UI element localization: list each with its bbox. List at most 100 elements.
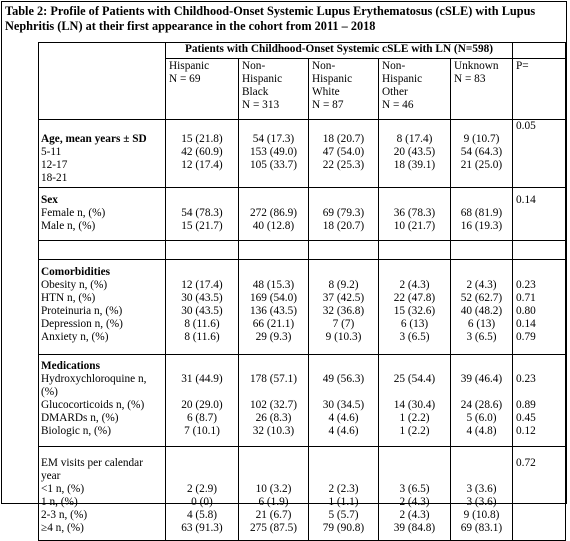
value-cell: 49 (56.3) — [308, 373, 379, 399]
value-cell: 102 (32.7) — [238, 399, 309, 412]
p-value — [512, 240, 566, 260]
row-label: Biologic n, (%) — [38, 425, 166, 447]
value-cell: 15 (21.7) — [165, 220, 239, 241]
row-label: Anxiety n, (%) — [38, 331, 166, 355]
value-cell: 178 (57.1) — [238, 373, 309, 399]
value-cell: 9 (10.8) — [450, 509, 513, 522]
value-cell — [238, 354, 309, 373]
value-cell: 169 (54.0) — [238, 292, 309, 305]
table-row: Age, mean years ± SD 15 (21.8) 54 (17.3) 18… — [38, 133, 566, 146]
value-cell: 3 (3.6) — [450, 496, 513, 509]
value-cell — [378, 446, 451, 483]
value-cell: 8 (17.4) — [378, 133, 451, 146]
value-cell: 66 (21.1) — [238, 318, 309, 331]
value-cell: 5 (6.0) — [450, 412, 513, 425]
p-value: 0.72 — [512, 446, 566, 483]
value-cell: 0 (0) — [165, 496, 239, 509]
p-value: 0.12 — [512, 425, 566, 447]
value-cell: 1 (1.1) — [308, 496, 379, 509]
value-cell: 37 (42.5) — [308, 292, 379, 305]
value-cell — [308, 187, 379, 207]
table-title: Table 2: Profile of Patients with Childh… — [5, 4, 536, 33]
row-label: Depression n, (%) — [38, 318, 166, 331]
table-row: Female n, (%) 54 (78.3) 272 (86.9) 69 (79.3… — [38, 207, 566, 220]
row-label: Glucocorticoids n, (%) — [38, 399, 166, 412]
table-row: 12-17 12 (17.4) 105 (33.7) 22 (25.3) 18 (39.… — [38, 159, 566, 172]
value-cell: 20 (43.5) — [378, 146, 451, 159]
value-cell — [450, 446, 513, 483]
table-row: Comorbidities — [38, 259, 566, 279]
p-value — [512, 146, 566, 159]
row-label — [38, 240, 166, 260]
value-cell: 1 (2.2) — [378, 412, 451, 425]
value-cell: 3 (6.5) — [378, 483, 451, 496]
p-value: 0.14 — [512, 318, 566, 331]
value-cell: 4 (4.8) — [450, 425, 513, 447]
value-cell: 54 (17.3) — [238, 133, 309, 146]
value-cell: 2 (4.3) — [450, 279, 513, 292]
table-row: Sex 0.14 — [38, 187, 566, 207]
table-row: Anxiety n, (%) 8 (11.6) 29 (9.3) 9 (10.3) 3 … — [38, 331, 566, 355]
value-cell: 63 (91.3) — [165, 522, 239, 541]
p-value: 0.14 — [512, 187, 566, 207]
table-row: EM visits per calendar year 0.72 — [38, 446, 566, 483]
value-cell: 15 (32.6) — [378, 305, 451, 318]
table-section: Sex 0.14 Female n, (%) 54 (78.3) 272 (86.9) 6… — [38, 187, 566, 241]
p-value — [512, 483, 566, 496]
p-value: 0.23 — [512, 279, 566, 292]
p-value — [512, 522, 566, 541]
value-cell — [165, 354, 239, 373]
value-cell — [450, 240, 513, 260]
table-section: EM visits per calendar year 0.72 <1 n, (%)… — [38, 446, 566, 541]
table-row: Male n, (%) 15 (21.7) 40 (12.8) 18 (20.7) 10… — [38, 220, 566, 241]
value-cell — [238, 172, 309, 188]
value-cell — [450, 187, 513, 207]
value-cell: 6 (1.9) — [238, 496, 309, 509]
value-cell: 10 (21.7) — [378, 220, 451, 241]
p-value — [512, 354, 566, 373]
value-cell — [308, 446, 379, 483]
value-cell: 7 (7) — [308, 318, 379, 331]
value-cell — [165, 446, 239, 483]
header-cell — [38, 42, 166, 120]
value-cell: 30 (43.5) — [165, 292, 239, 305]
row-label: Female n, (%) — [38, 207, 166, 220]
row-label: HTN n, (%) — [38, 292, 166, 305]
value-cell: 22 (47.8) — [378, 292, 451, 305]
value-cell — [378, 259, 451, 279]
row-label: Obesity n, (%) — [38, 279, 166, 292]
value-cell: 22 (25.3) — [308, 159, 379, 172]
value-cell: 4 (4.6) — [308, 425, 379, 447]
table-row: Obesity n, (%) 12 (17.4) 48 (15.3) 8 (9.2) 2… — [38, 279, 566, 292]
table-row: Medications — [38, 354, 566, 373]
value-cell: 3 (3.6) — [450, 483, 513, 496]
value-cell — [450, 259, 513, 279]
value-cell: 32 (36.8) — [308, 305, 379, 318]
value-cell: 39 (46.4) — [450, 373, 513, 399]
table-section — [38, 240, 566, 260]
column-header: Unknown N = 83 — [450, 58, 513, 120]
table-row: ≥4 n, (%) 63 (91.3) 275 (87.5) 79 (90.8) 39 … — [38, 522, 566, 541]
value-cell: 25 (54.4) — [378, 373, 451, 399]
group-header: Patients with Childhood-Onset Systemic c… — [165, 42, 513, 59]
value-cell — [238, 259, 309, 279]
value-cell: 48 (15.3) — [238, 279, 309, 292]
value-cell: 26 (8.3) — [238, 412, 309, 425]
table-header: Patients with Childhood-Onset Systemic c… — [38, 42, 566, 120]
value-cell: 9 (10.7) — [450, 133, 513, 146]
value-cell — [378, 119, 451, 133]
table-row — [38, 240, 566, 260]
value-cell — [308, 172, 379, 188]
row-label: 2-3 n, (%) — [38, 509, 166, 522]
value-cell: 10 (3.2) — [238, 483, 309, 496]
value-cell — [308, 354, 379, 373]
value-cell: 16 (19.3) — [450, 220, 513, 241]
value-cell — [308, 259, 379, 279]
value-cell: 36 (78.3) — [378, 207, 451, 220]
column-header: Non- Hispanic Black N = 313 — [238, 58, 309, 120]
row-label: EM visits per calendar year — [38, 446, 166, 483]
p-value: 0.71 — [512, 292, 566, 305]
row-label: ≥4 n, (%) — [38, 522, 166, 541]
p-header: P= — [512, 58, 566, 120]
table-row: Hydroxychloroquine n, (%) 31 (44.9) 178 (5… — [38, 373, 566, 399]
